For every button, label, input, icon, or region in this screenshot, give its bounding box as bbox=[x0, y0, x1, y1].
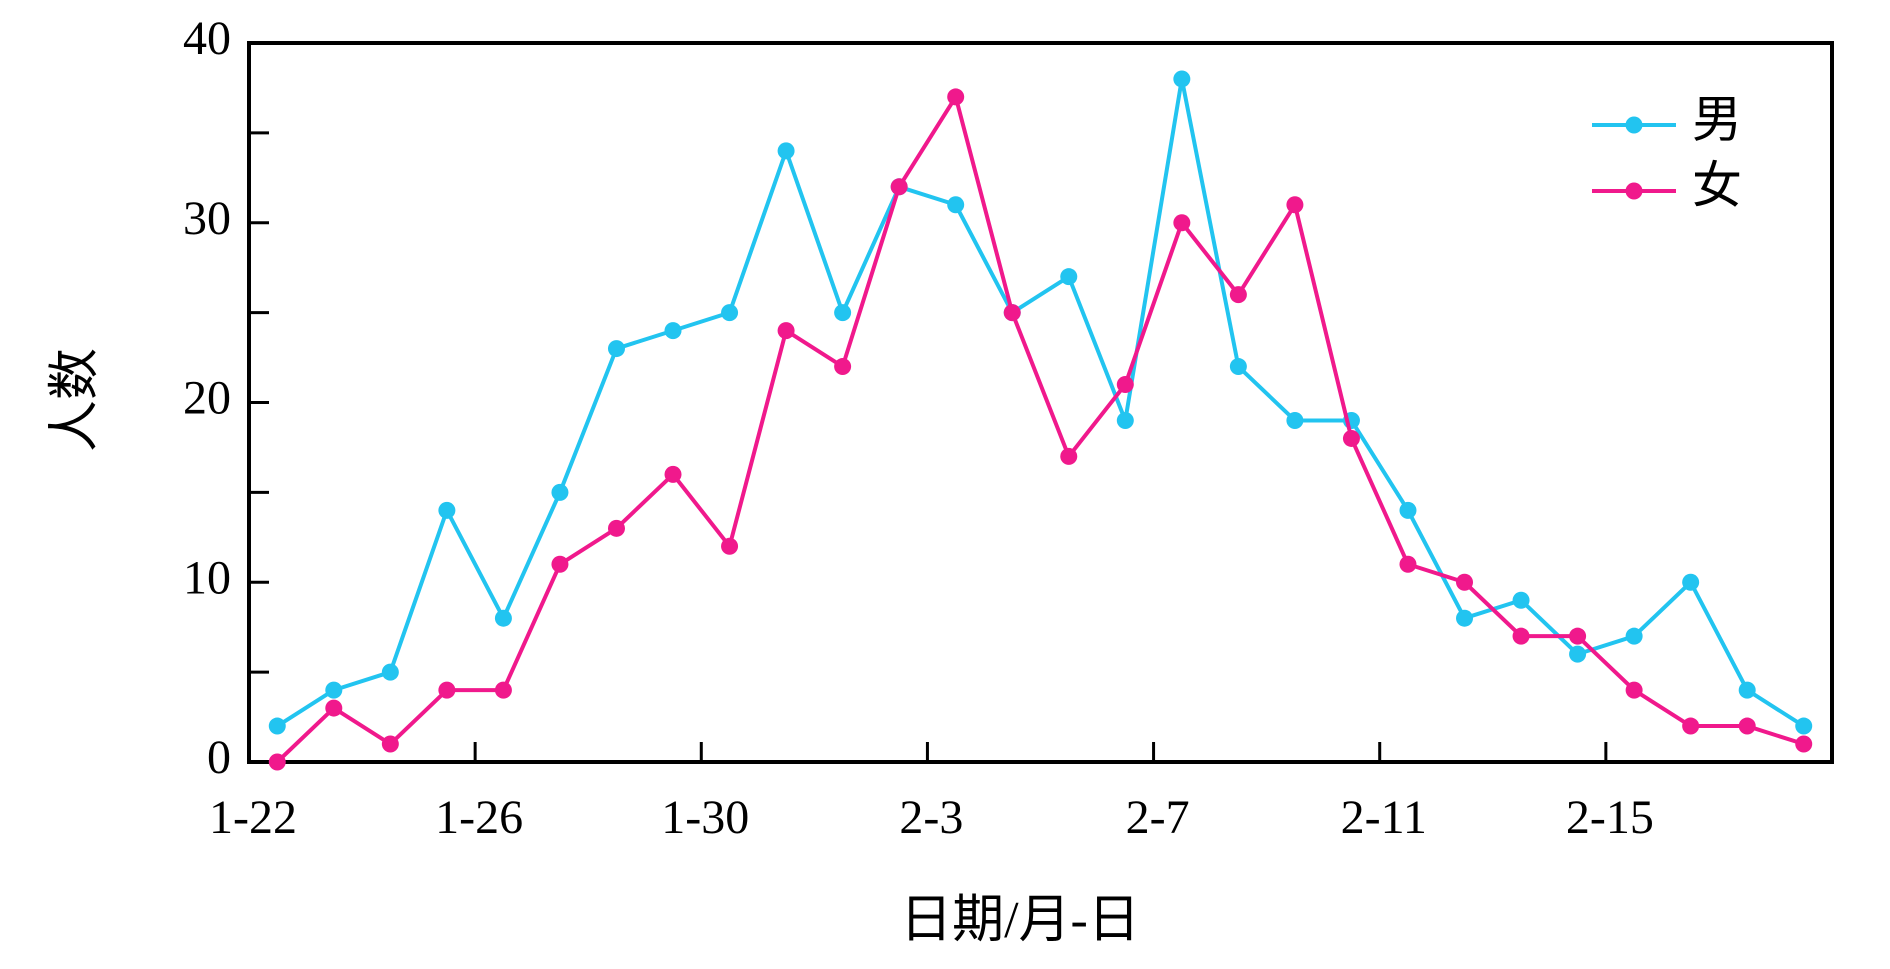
data-point bbox=[1060, 447, 1078, 465]
data-point bbox=[1456, 609, 1474, 627]
data-point bbox=[1173, 214, 1191, 232]
y-axis-label: 人数 bbox=[47, 348, 104, 452]
data-point bbox=[1738, 717, 1756, 735]
data-point bbox=[1060, 268, 1078, 286]
legend-marker bbox=[1625, 182, 1643, 200]
data-point bbox=[1682, 573, 1700, 591]
data-point bbox=[494, 681, 512, 699]
data-point bbox=[325, 699, 343, 717]
data-point bbox=[325, 681, 343, 699]
data-point bbox=[890, 178, 908, 196]
data-point bbox=[1286, 411, 1304, 429]
y-tick-label: 20 bbox=[183, 372, 231, 425]
legend-label: 男 bbox=[1692, 91, 1742, 147]
data-point bbox=[1003, 304, 1021, 322]
x-tick-label: 1-30 bbox=[661, 791, 749, 844]
data-point bbox=[1342, 429, 1360, 447]
y-tick-label: 10 bbox=[183, 551, 231, 604]
y-tick-label: 30 bbox=[183, 192, 231, 245]
data-point bbox=[834, 304, 852, 322]
data-point bbox=[1399, 555, 1417, 573]
data-point bbox=[1229, 286, 1247, 304]
legend-marker bbox=[1625, 116, 1643, 134]
data-point bbox=[607, 519, 625, 537]
data-point bbox=[834, 358, 852, 376]
data-point bbox=[268, 753, 286, 771]
data-point bbox=[1682, 717, 1700, 735]
x-axis-label: 日期/月-日 bbox=[900, 892, 1140, 949]
data-point bbox=[268, 717, 286, 735]
x-tick-label: 2-7 bbox=[1126, 791, 1190, 844]
data-point bbox=[947, 196, 965, 214]
data-point bbox=[1795, 717, 1813, 735]
series-line bbox=[276, 76, 1805, 728]
data-point bbox=[721, 304, 739, 322]
data-point bbox=[664, 322, 682, 340]
data-point bbox=[381, 735, 399, 753]
data-point bbox=[1625, 681, 1643, 699]
data-point bbox=[1569, 645, 1587, 663]
data-point bbox=[381, 663, 399, 681]
data-point bbox=[1173, 70, 1191, 88]
data-point bbox=[1456, 573, 1474, 591]
data-point bbox=[1625, 627, 1643, 645]
data-point bbox=[1116, 376, 1134, 394]
data-point bbox=[438, 681, 456, 699]
data-point bbox=[1569, 627, 1587, 645]
data-point bbox=[1229, 358, 1247, 376]
x-tick-label: 2-11 bbox=[1341, 791, 1427, 844]
x-tick-label: 2-15 bbox=[1566, 791, 1654, 844]
data-point bbox=[947, 88, 965, 106]
data-point bbox=[664, 465, 682, 483]
legend-label: 女 bbox=[1692, 157, 1742, 213]
data-point bbox=[777, 322, 795, 340]
x-tick-label: 1-22 bbox=[209, 791, 297, 844]
data-point bbox=[721, 537, 739, 555]
data-point bbox=[1795, 735, 1813, 753]
data-point bbox=[1399, 501, 1417, 519]
x-tick-label: 1-26 bbox=[435, 791, 523, 844]
series-line bbox=[275, 94, 1805, 764]
data-point bbox=[551, 555, 569, 573]
data-point bbox=[494, 609, 512, 627]
y-tick-label: 0 bbox=[207, 731, 231, 784]
data-point bbox=[777, 142, 795, 160]
x-tick-label: 2-3 bbox=[899, 791, 963, 844]
data-point bbox=[607, 340, 625, 358]
data-point bbox=[1512, 627, 1530, 645]
data-point bbox=[438, 501, 456, 519]
data-point bbox=[1286, 196, 1304, 214]
data-point bbox=[551, 483, 569, 501]
plot-frame bbox=[247, 41, 1834, 764]
data-point bbox=[1116, 411, 1134, 429]
data-point bbox=[1738, 681, 1756, 699]
y-tick-label: 40 bbox=[183, 12, 231, 65]
data-point bbox=[1512, 591, 1530, 609]
